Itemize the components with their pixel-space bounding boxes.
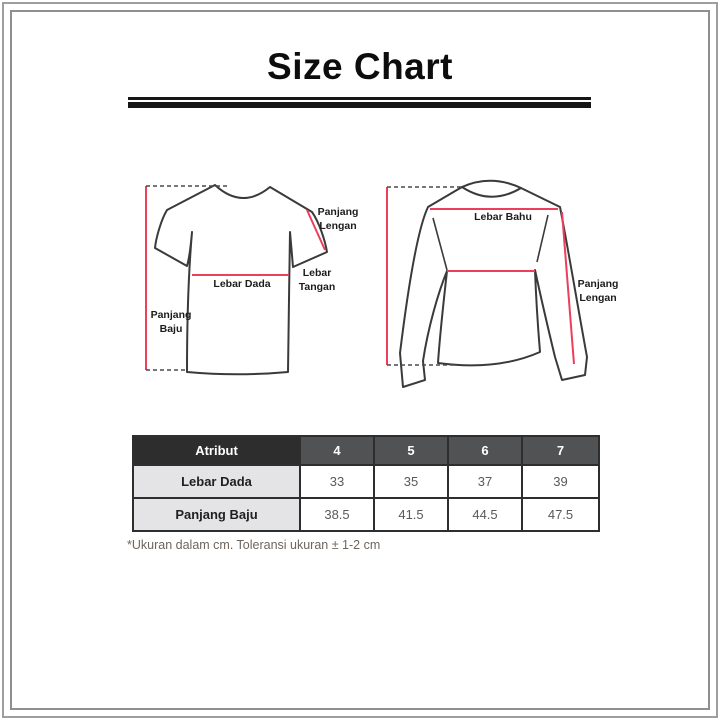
value-cell: 41.5 [373,497,449,532]
row-label: Panjang Baju [132,497,301,532]
value-cell: 33 [299,464,375,499]
left-underarm-seam [432,217,448,271]
sleeve-measure-line [306,209,326,251]
short-sleeve-shirt-drawing [145,184,328,376]
right-underarm-seam [536,214,549,263]
label-lebar-dada: Lebar Dada [213,278,271,290]
value-cell: 44.5 [447,497,523,532]
page-title: Size Chart [267,46,453,87]
value-cell: 38.5 [299,497,375,532]
long-sleeve-shirt-drawing [386,179,588,388]
divider-thin-line [128,97,591,100]
tshirt-outline [154,184,328,376]
header-cell-size-6: 6 [447,435,523,466]
label-lebar-bahu: Lebar Bahu [474,211,532,223]
label-panjang-lengan-long: Panjang Lengan [577,278,619,305]
sleeve-measure-line [561,211,575,365]
header-cell-size-5: 5 [373,435,449,466]
header-cell-size-7: 7 [521,435,600,466]
collar-top-line [461,179,522,189]
value-cell: 37 [447,464,523,499]
header-cell-atribut: Atribut [132,435,301,466]
table-header-row: Atribut 4 5 6 7 [132,435,600,466]
row-label: Lebar Dada [132,464,301,499]
divider-thick-line [128,102,591,108]
table-row-lebar-dada: Lebar Dada 33 35 37 39 [132,464,600,499]
label-panjang-lengan-short: Panjang Lengan [317,206,359,233]
value-cell: 39 [521,464,600,499]
sweater-outline [399,186,588,388]
title-divider [128,97,591,108]
table-row-panjang-baju: Panjang Baju 38.5 41.5 44.5 47.5 [132,497,600,532]
value-cell: 47.5 [521,497,600,532]
size-table: Atribut 4 5 6 7 Lebar Dada 33 35 37 39 P… [132,435,600,532]
header-cell-size-4: 4 [299,435,375,466]
value-cell: 35 [373,464,449,499]
label-lebar-tangan: Lebar Tangan [298,267,336,294]
label-panjang-baju: Panjang Baju [150,309,192,336]
footnote: *Ukuran dalam cm. Toleransi ukuran ± 1-2… [127,538,381,552]
